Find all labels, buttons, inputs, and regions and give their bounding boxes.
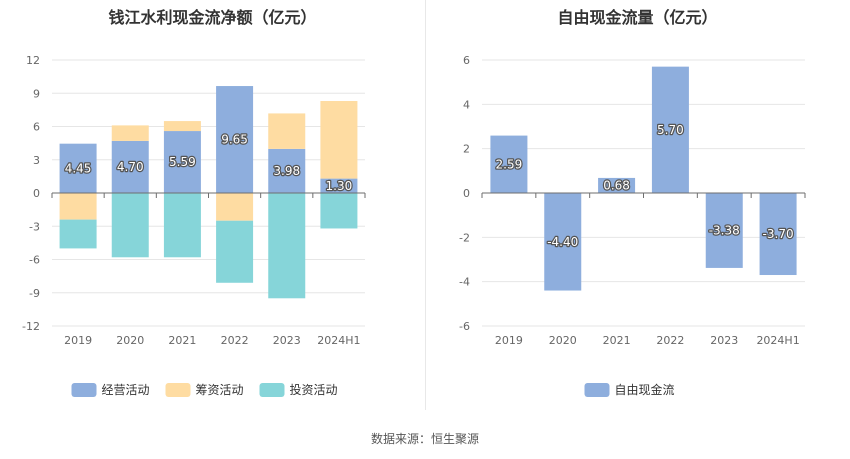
data-label: 1.30 xyxy=(326,179,353,193)
data-label: 9.65 xyxy=(221,133,248,147)
bar-2 xyxy=(111,125,149,141)
bar-1 xyxy=(705,193,743,268)
legend-swatch xyxy=(584,383,610,397)
bar-1 xyxy=(268,148,306,193)
bar-1 xyxy=(111,140,149,193)
bar-1 xyxy=(598,177,636,193)
right-chart-title: 自由现金流量（亿元） xyxy=(557,8,718,27)
x-tick-label: 2019 xyxy=(495,334,523,347)
bar-1 xyxy=(544,193,582,291)
y-tick-label: -9 xyxy=(29,287,40,300)
y-tick-label: 12 xyxy=(26,54,40,67)
x-tick-label: 2022 xyxy=(656,334,684,347)
bar-3 xyxy=(320,193,358,229)
data-label: -3.38 xyxy=(709,223,740,237)
cash-flow-net-chart: 12 9 6 3 0 -3 -6 -9 -12 2019 2020 2021 2022 2023 2024H… xyxy=(22,54,366,397)
y-tick-label: 0 xyxy=(463,187,470,200)
x-tick-label: 2024H1 xyxy=(756,334,799,347)
bar-3 xyxy=(268,193,306,299)
x-tick-label: 2019 xyxy=(64,334,92,347)
y-tick-label: 9 xyxy=(33,87,40,100)
data-source: 数据来源：恒生聚源 xyxy=(370,432,479,446)
bar-2 xyxy=(268,113,306,149)
bar-1 xyxy=(216,86,254,193)
data-label: 4.70 xyxy=(117,160,144,174)
legend-label: 经营活动 xyxy=(102,383,150,397)
x-tick-label: 2022 xyxy=(221,334,249,347)
legend-swatch xyxy=(259,383,285,397)
x-tick-label: 2020 xyxy=(549,334,577,347)
bar-1 xyxy=(163,131,201,193)
y-tick-label: 2 xyxy=(463,143,470,156)
y-tick-label: 4 xyxy=(463,98,470,111)
y-tick-label: 6 xyxy=(463,54,470,67)
bar-3 xyxy=(59,219,97,249)
x-tick-label: 2020 xyxy=(116,334,144,347)
data-label: 0.68 xyxy=(603,178,630,192)
legend-label: 筹资活动 xyxy=(196,383,244,397)
free-cash-flow-chart: 6 4 2 0 -2 -4 -6 2019 2020 2021 2022 2023 2024H1 2.59… xyxy=(459,54,806,397)
chart-divider xyxy=(425,0,426,410)
x-tick-label: 2021 xyxy=(603,334,631,347)
bar-2 xyxy=(163,121,201,132)
legend-label: 自由现金流 xyxy=(615,382,675,397)
bar-2 xyxy=(59,193,97,220)
x-tick-label: 2021 xyxy=(168,334,196,347)
bar-1 xyxy=(759,193,797,276)
y-tick-label: -6 xyxy=(459,320,470,333)
data-label: 5.70 xyxy=(657,123,684,137)
bar-3 xyxy=(111,193,149,258)
bar-2 xyxy=(320,101,358,179)
data-label: 5.59 xyxy=(169,155,196,169)
legend-swatch xyxy=(165,383,191,397)
bar-1 xyxy=(651,66,689,193)
data-label: 2.59 xyxy=(496,157,523,171)
x-tick-label: 2024H1 xyxy=(317,334,360,347)
y-tick-label: -12 xyxy=(22,320,40,333)
y-tick-label: -4 xyxy=(459,276,470,289)
data-label: 4.45 xyxy=(65,161,92,175)
x-tick-label: 2023 xyxy=(710,334,738,347)
y-tick-label: -3 xyxy=(29,220,40,233)
bar-3 xyxy=(216,220,254,283)
data-label: -4.40 xyxy=(547,235,578,249)
x-tick-label: 2023 xyxy=(273,334,301,347)
left-chart-title: 钱江水利现金流净额（亿元） xyxy=(108,8,317,27)
legend-label: 投资活动 xyxy=(290,382,338,397)
y-tick-label: 0 xyxy=(33,187,40,200)
y-tick-label: -6 xyxy=(29,254,40,267)
y-tick-label: 6 xyxy=(33,121,40,134)
data-label: -3.70 xyxy=(763,227,794,241)
bar-1 xyxy=(320,178,358,193)
bar-1 xyxy=(490,135,528,193)
bar-2 xyxy=(216,193,254,221)
bar-1 xyxy=(59,143,97,193)
legend-swatch xyxy=(71,383,97,397)
bar-3 xyxy=(163,193,201,258)
data-label: 3.98 xyxy=(273,164,300,178)
y-tick-label: -2 xyxy=(459,231,470,244)
y-tick-label: 3 xyxy=(33,154,40,167)
